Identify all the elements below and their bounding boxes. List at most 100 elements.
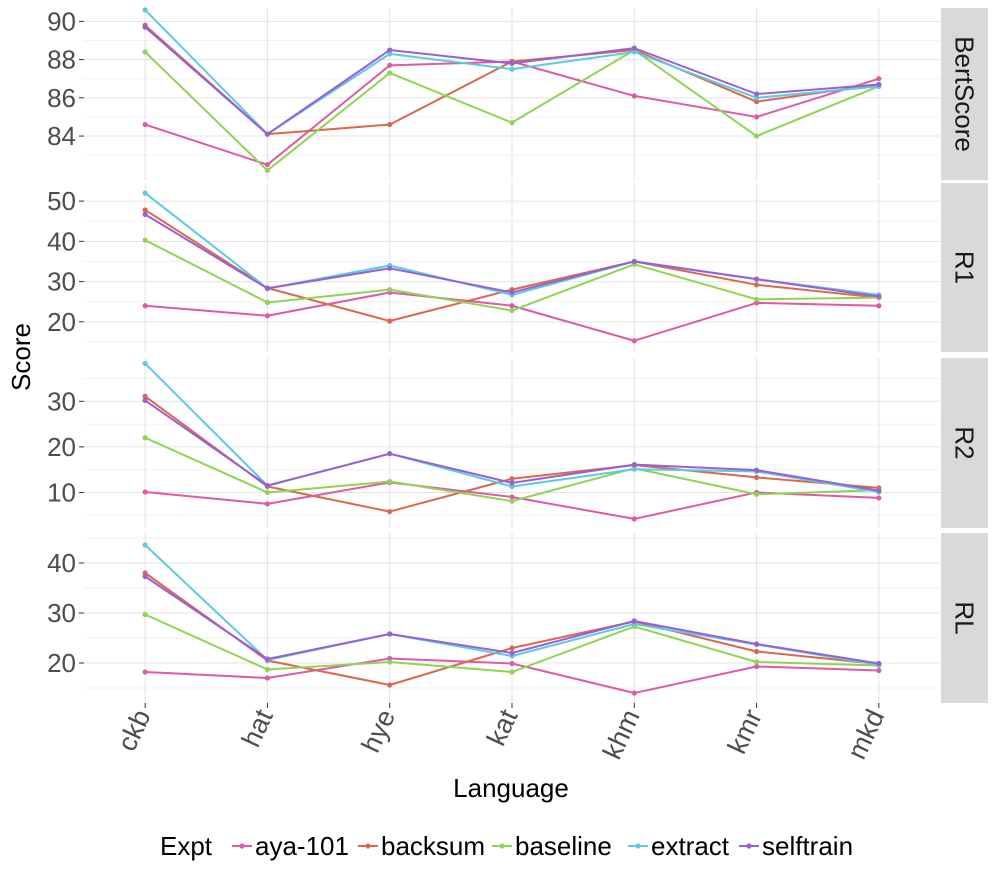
- facet-strip-label: BertScore: [950, 36, 980, 152]
- data-point-baseline: [142, 237, 148, 243]
- data-point-selftrain: [876, 660, 882, 667]
- data-point-baseline: [387, 478, 393, 485]
- legend-label: selftrain: [762, 831, 853, 861]
- y-tick-label: 30: [47, 386, 76, 416]
- y-tick-label: 30: [47, 598, 76, 628]
- data-point-backsum: [753, 99, 760, 105]
- panel-r2: 10 20 30 R2: [47, 358, 988, 528]
- legend-key-point: [239, 843, 245, 849]
- y-tick-label: 10: [47, 477, 76, 507]
- legend-label: baseline: [515, 831, 612, 861]
- data-point-aya-101: [876, 303, 882, 309]
- panels: 84 86 88 90 BertScore 20 30 40 50 R1 10 20 30 R2 20 30 4…: [47, 6, 988, 703]
- data-point-selftrain: [753, 91, 760, 97]
- facet-strip: [941, 8, 988, 180]
- legend-item-backsum: backsum: [358, 831, 485, 861]
- data-point-baseline: [509, 307, 515, 314]
- data-point-aya-101: [264, 162, 271, 168]
- data-point-selftrain: [264, 483, 271, 489]
- data-point-selftrain: [142, 573, 148, 580]
- data-point-baseline: [264, 167, 271, 174]
- x-tick-label: mkd: [842, 705, 891, 764]
- x-tick-label: ckb: [112, 705, 157, 756]
- data-point-baseline: [142, 611, 148, 618]
- data-point-extract: [631, 466, 637, 472]
- data-point-extract: [142, 360, 148, 367]
- data-point-selftrain: [753, 276, 760, 282]
- data-point-aya-101: [142, 121, 148, 128]
- data-point-selftrain: [631, 258, 637, 265]
- y-tick-label: 50: [47, 186, 76, 216]
- data-point-aya-101: [387, 62, 393, 68]
- data-point-selftrain: [631, 462, 637, 468]
- x-tick-label: kmr: [722, 705, 768, 758]
- data-point-baseline: [509, 669, 515, 675]
- y-tick-label: 84: [47, 121, 76, 151]
- data-point-baseline: [753, 296, 760, 302]
- data-point-baseline: [264, 299, 271, 306]
- legend-label: backsum: [381, 831, 485, 861]
- data-point-selftrain: [753, 641, 760, 647]
- data-point-aya-101: [142, 489, 148, 495]
- panel-rl: 20 30 40 RL: [47, 533, 988, 703]
- legend: Expt aya-101 backsum baseline extract selftra…: [160, 831, 853, 861]
- data-point-aya-101: [876, 76, 882, 82]
- facet-strip-label: R2: [950, 426, 980, 459]
- data-point-selftrain: [387, 631, 393, 637]
- x-tick-label: kat: [481, 704, 524, 750]
- data-point-baseline: [264, 666, 271, 673]
- facet-strip: [941, 533, 988, 703]
- x-axis: ckb hat hye kat khm kmr mkd: [112, 703, 891, 764]
- data-point-baseline: [142, 435, 148, 441]
- data-point-extract: [142, 190, 148, 196]
- panel-r1: 20 30 40 50 R1: [47, 183, 988, 352]
- data-point-baseline: [509, 120, 515, 126]
- data-point-aya-101: [509, 303, 515, 309]
- y-tick-label: 40: [47, 548, 76, 578]
- data-point-extract: [142, 7, 148, 13]
- facet-strip: [941, 183, 988, 352]
- data-point-backsum: [142, 207, 148, 213]
- data-point-selftrain: [387, 451, 393, 457]
- data-point-aya-101: [142, 303, 148, 309]
- legend-label: aya-101: [255, 831, 349, 861]
- data-point-aya-101: [631, 93, 637, 99]
- data-point-backsum: [753, 282, 760, 288]
- y-tick-label: 86: [47, 83, 76, 113]
- data-point-selftrain: [876, 81, 882, 88]
- legend-key-point: [635, 843, 641, 849]
- data-point-aya-101: [753, 114, 760, 120]
- data-point-selftrain: [387, 47, 393, 53]
- data-point-extract: [509, 483, 515, 490]
- data-point-selftrain: [264, 131, 271, 137]
- data-point-selftrain: [509, 480, 515, 486]
- data-point-baseline: [142, 49, 148, 55]
- legend-label: extract: [651, 831, 730, 861]
- legend-item-selftrain: selftrain: [739, 831, 853, 861]
- data-point-extract: [142, 542, 148, 548]
- data-point-aya-101: [509, 660, 515, 667]
- data-point-backsum: [753, 474, 760, 481]
- data-point-selftrain: [876, 488, 882, 494]
- data-point-backsum: [753, 648, 760, 655]
- data-point-aya-101: [876, 667, 882, 674]
- data-point-aya-101: [631, 338, 637, 344]
- data-point-selftrain: [387, 265, 393, 271]
- legend-key-point: [365, 843, 371, 849]
- data-point-selftrain: [509, 650, 515, 656]
- y-tick-label: 20: [47, 307, 76, 337]
- data-point-baseline: [753, 491, 760, 497]
- data-point-backsum: [509, 645, 515, 651]
- data-point-baseline: [509, 498, 515, 504]
- facet-strip-label: RL: [950, 601, 980, 634]
- data-point-baseline: [753, 133, 760, 139]
- data-point-baseline: [264, 489, 271, 496]
- data-point-aya-101: [264, 501, 271, 507]
- data-point-extract: [509, 66, 515, 72]
- y-tick-label: 30: [47, 267, 76, 297]
- data-point-aya-101: [142, 669, 148, 675]
- data-point-selftrain: [753, 467, 760, 473]
- data-point-selftrain: [264, 656, 271, 662]
